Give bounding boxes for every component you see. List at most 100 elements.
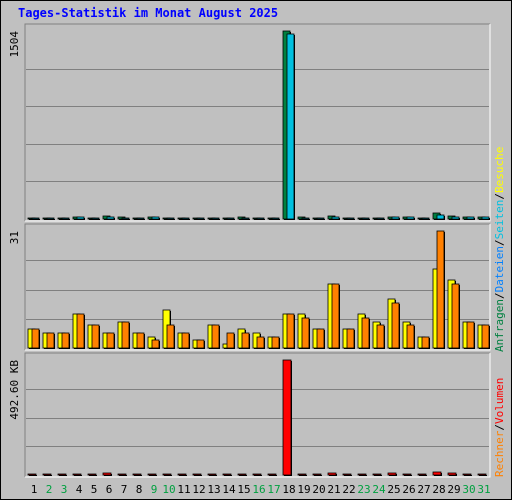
bar [481,324,490,349]
bar-shadow [254,475,262,476]
bar [121,217,130,220]
legend-entry: / [493,424,506,431]
x-tick-label: 17 [267,483,280,496]
bar [151,339,160,349]
bar [357,473,367,476]
bar [316,328,325,349]
bar [76,313,85,349]
bar [372,473,382,476]
bar-shadow [224,475,232,476]
legend-entry: / [493,239,506,246]
legend-entry: Anfragen [493,299,506,352]
chart-panels: 1504 31 492.60 KB [8,23,491,478]
bar [117,473,127,476]
bar-shadow [344,475,352,476]
bar [166,324,175,349]
bar-shadow [179,475,187,476]
bar [301,317,310,349]
bar [106,332,115,349]
bar [286,313,295,349]
bar [361,217,370,220]
bar-shadow [228,219,235,220]
bar-shadow [303,219,310,220]
bar [316,217,325,220]
legend-top: Anfragen/Dateien/Seiten/Besuche [493,147,506,352]
bar [271,336,280,349]
bar [252,473,262,476]
bar [256,217,265,220]
bar [402,473,412,476]
x-tick-label: 18 [282,483,295,496]
bar [462,473,472,476]
x-tick-label: 3 [61,483,68,496]
bar [267,473,277,476]
panel-bevel-light [25,224,491,351]
bar [192,473,202,476]
bar [331,283,340,349]
bar [477,473,487,476]
x-tick-label: 28 [432,483,445,496]
bar-shadow [273,219,280,220]
bar-shadow [378,219,385,220]
x-tick-label: 23 [357,483,370,496]
bar [421,217,430,220]
bar [87,473,97,476]
y-max-label: 492.60 KB [8,360,21,420]
chart-title: Tages-Statistik im Monat August 2025 [18,6,278,20]
bar [241,332,250,349]
x-tick-label: 13 [207,483,220,496]
bar [301,217,310,220]
y-max-label: 1504 [8,31,21,58]
x-tick-label: 25 [387,483,400,496]
bar [102,472,112,476]
bar-shadow [269,475,277,476]
bar-shadow [209,219,216,220]
bar [121,321,130,349]
bar [327,472,337,476]
bar [61,217,70,220]
bar [481,216,490,220]
bar [136,332,145,349]
legend-entry: Dateien [493,246,506,292]
bar-shadow [183,219,190,220]
bar-shadow [299,475,307,476]
bar [271,217,280,220]
panel-bevel-dark [24,352,490,477]
bar [346,328,355,349]
bar [162,473,172,476]
bar [177,473,187,476]
bar [46,217,55,220]
bar [436,230,445,349]
bar-shadow [224,219,231,220]
x-tick-label: 24 [372,483,386,496]
bar-shadow [209,475,217,476]
panel-bevel-light [25,24,491,222]
bar [207,473,217,476]
bar-shadow [423,219,430,220]
bar [151,216,160,220]
bar [286,33,295,220]
bar [42,473,52,476]
bar-shadow [198,219,205,220]
bar [466,216,475,220]
series-volumen [27,359,487,476]
x-tick-label: 1 [31,483,38,496]
bar [91,324,100,349]
bar-shadow [164,219,171,220]
bar [297,473,307,476]
bar-shadow [123,219,130,220]
bar-shadow [119,475,127,476]
x-tick-label: 8 [136,483,143,496]
bar [147,473,157,476]
bar-shadow [464,475,472,476]
x-tick-label: 6 [106,483,113,496]
bar-shadow [194,219,201,220]
bar-shadow [134,475,142,476]
bar-shadow [374,475,382,476]
bar [387,472,397,476]
bar-shadow [134,219,141,220]
bar-shadow [194,475,202,476]
bar-shadow [29,219,36,220]
x-tick-label: 7 [121,483,128,496]
x-tick-label: 2 [46,483,53,496]
